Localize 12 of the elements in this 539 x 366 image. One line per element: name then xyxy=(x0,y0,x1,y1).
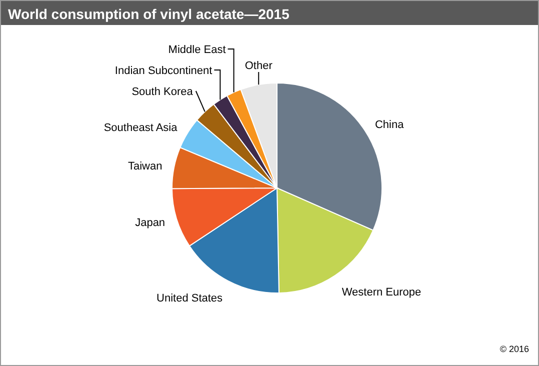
text: © 2016 xyxy=(500,344,529,354)
slice-label: Other xyxy=(244,60,273,72)
slice-label: United States xyxy=(156,292,224,305)
slice-label: South Korea xyxy=(132,86,194,98)
slice-label: Taiwan xyxy=(128,160,162,172)
slice-label: Western Europe xyxy=(342,286,422,298)
chart-title: World consumption of vinyl acetate—2015 xyxy=(8,6,290,22)
slice-label: China xyxy=(374,119,405,132)
slice-label: Japan xyxy=(135,217,166,230)
slice-label: Indian Subcontinent xyxy=(114,65,212,77)
slice-label: Southeast Asia xyxy=(104,122,178,134)
slice-label: Middle East xyxy=(168,44,226,56)
